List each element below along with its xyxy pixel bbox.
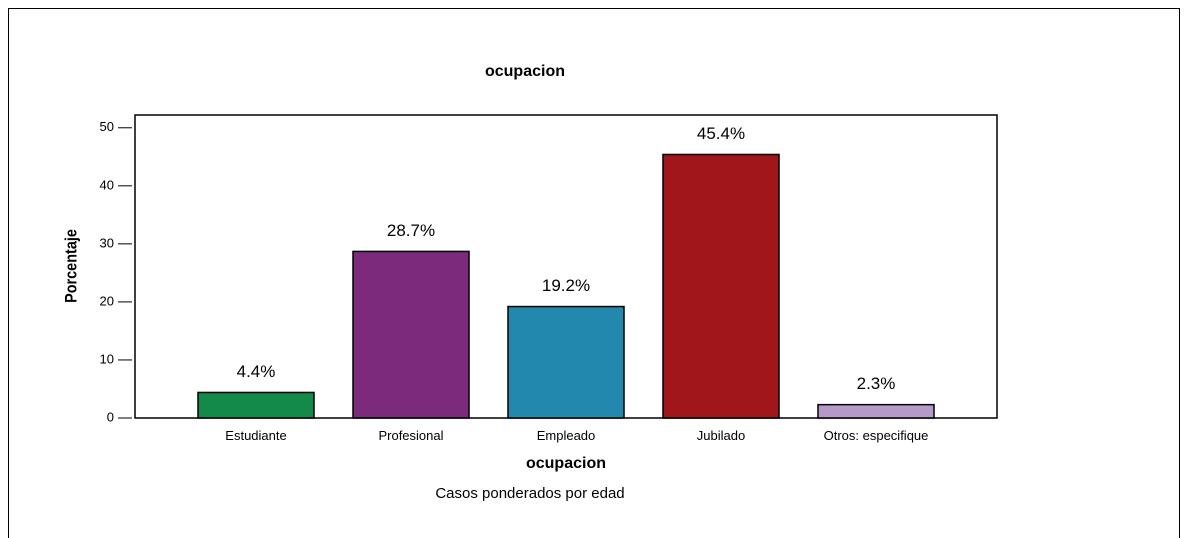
y-tick-label: 10 [100,351,114,366]
value-label: 28.7% [387,221,435,240]
value-label: 45.4% [697,124,745,143]
bar [197,391,315,419]
frame [8,8,1180,538]
x-tick-label: Otros: especifique [823,428,929,443]
x-tick-label: Jubilado [696,428,746,443]
bar [507,305,625,419]
y-tick-label: 30 [100,235,114,250]
chart-title: ocupacion [485,63,565,80]
y-tick-label: 20 [100,293,114,308]
value-label: 2.3% [857,374,896,393]
value-label: 19.2% [542,276,590,295]
bar [817,403,935,419]
x-axis-title: ocupacion [526,455,606,472]
y-axis-title: Porcentaje [62,229,80,303]
value-label: 4.4% [237,362,276,381]
x-tick-label: Estudiante [225,428,287,443]
bar [352,250,470,419]
y-tick-label: 50 [100,119,114,134]
bar [662,153,780,419]
y-tick-label: 0 [107,409,114,424]
y-tick-label: 40 [100,177,114,192]
x-tick-label: Empleado [536,428,596,443]
note: Casos ponderados por edad [435,485,624,502]
x-tick-label: Profesional [378,428,444,443]
